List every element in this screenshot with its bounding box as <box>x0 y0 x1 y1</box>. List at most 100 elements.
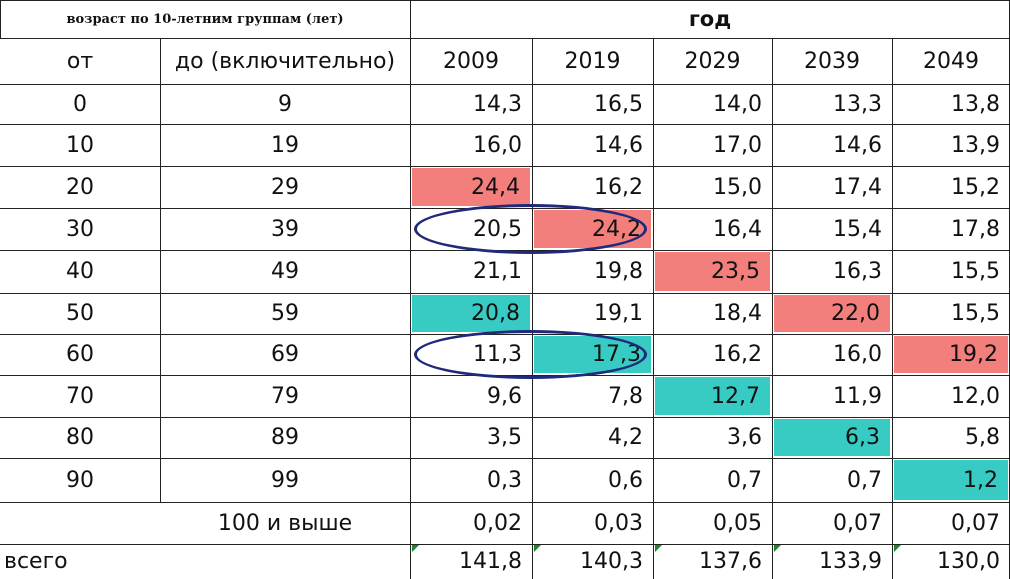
grid-line <box>0 38 1010 39</box>
age-over-100-label: 100 и выше <box>217 510 353 536</box>
grid-line <box>0 0 1010 1</box>
table-cell: 14,6 <box>833 132 882 158</box>
table-cell: 3,5 <box>487 425 522 450</box>
table-cell: 17,8 <box>951 216 1000 242</box>
grid-line <box>160 38 161 502</box>
corner-tick-icon <box>412 545 419 552</box>
age-to-cell: 59 <box>271 301 299 326</box>
age-from-cell: 70 <box>66 383 94 409</box>
year-column-header: 2009 <box>443 48 499 74</box>
table-cell: 21,1 <box>473 259 522 284</box>
year-column-header: 2029 <box>684 48 741 74</box>
age-from-cell: 50 <box>66 301 94 326</box>
table-cell: 4,2 <box>608 425 643 450</box>
table-cell: 16,0 <box>473 132 522 158</box>
total-cell: 140,3 <box>580 549 643 574</box>
corner-tick-icon <box>534 545 541 552</box>
table-cell: 15,5 <box>951 259 1000 284</box>
age-to-cell: 49 <box>271 259 299 284</box>
table-cell: 14,3 <box>473 91 522 117</box>
age-from-cell: 60 <box>66 342 94 367</box>
age-to-cell: 79 <box>271 383 299 409</box>
table-cell: 15,5 <box>951 301 1000 326</box>
grid-line <box>410 0 411 579</box>
age-from-cell: 20 <box>66 174 94 200</box>
table-cell: 0,3 <box>487 467 522 493</box>
table-cell: 0,03 <box>594 510 643 536</box>
table-cell: 12,7 <box>655 377 770 415</box>
age-to-cell: 69 <box>271 342 299 367</box>
grid-line <box>0 417 1010 418</box>
grid-line <box>0 124 1010 125</box>
table-cell: 22,0 <box>774 295 890 332</box>
highlight-ellipse <box>414 204 647 254</box>
grid-line <box>0 544 1010 545</box>
table-cell: 3,6 <box>727 425 762 450</box>
total-cell: 141,8 <box>459 549 522 574</box>
age-to-cell: 39 <box>271 216 299 242</box>
age-to-cell: 29 <box>271 174 299 200</box>
from-column-header: от <box>66 48 94 74</box>
table-cell: 18,4 <box>713 301 762 326</box>
table-cell: 0,02 <box>473 510 522 536</box>
table-cell: 0,6 <box>608 467 643 493</box>
table-cell: 7,8 <box>608 383 643 409</box>
table-cell: 19,2 <box>894 336 1008 373</box>
table-cell: 5,8 <box>965 425 1000 450</box>
table-cell: 12,0 <box>951 383 1000 409</box>
table-cell: 15,2 <box>951 174 1000 200</box>
table-cell: 16,5 <box>594 91 643 117</box>
grid-line <box>772 38 773 579</box>
corner-tick-icon <box>774 545 781 552</box>
age-from-cell: 0 <box>73 91 87 117</box>
age-from-cell: 40 <box>66 259 94 284</box>
table-cell: 15,4 <box>833 216 882 242</box>
grid-line <box>0 293 1010 294</box>
age-from-cell: 30 <box>66 216 94 242</box>
table-cell: 15,0 <box>713 174 762 200</box>
grid-line <box>0 502 1010 503</box>
grid-line <box>892 38 893 579</box>
grid-line <box>532 38 533 579</box>
grid-line <box>0 84 1010 85</box>
age-from-cell: 80 <box>66 425 94 450</box>
table-cell: 0,07 <box>833 510 882 536</box>
table-cell: 13,8 <box>951 91 1000 117</box>
table-cell: 16,2 <box>713 342 762 367</box>
table-cell: 17,0 <box>713 132 762 158</box>
table-cell: 14,6 <box>594 132 643 158</box>
age-to-cell: 89 <box>271 425 299 450</box>
age-to-cell: 99 <box>271 467 299 493</box>
table-cell: 24,4 <box>412 168 530 206</box>
year-column-header: 2039 <box>804 48 860 74</box>
table-cell: 14,0 <box>713 91 762 117</box>
grid-line <box>0 458 1010 459</box>
age-to-cell: 19 <box>271 132 299 158</box>
age-to-cell: 9 <box>278 91 292 117</box>
table-cell: 16,3 <box>833 259 882 284</box>
table-cell: 9,6 <box>487 383 522 409</box>
table-cell: 19,8 <box>594 259 643 284</box>
total-label: всего <box>4 549 68 574</box>
table-cell: 17,4 <box>833 174 882 200</box>
total-cell: 133,9 <box>819 549 882 574</box>
grid-line <box>0 0 1 38</box>
total-cell: 137,6 <box>699 549 762 574</box>
table-cell: 0,7 <box>727 467 762 493</box>
table-cell: 20,8 <box>412 295 530 332</box>
corner-tick-icon <box>894 545 901 552</box>
age-from-cell: 90 <box>66 467 94 493</box>
highlight-ellipse <box>414 330 647 379</box>
grid-line <box>0 166 1010 167</box>
table-cell: 0,07 <box>951 510 1000 536</box>
corner-tick-icon <box>655 545 662 552</box>
table-cell: 0,05 <box>713 510 762 536</box>
grid-line <box>653 38 654 579</box>
year-column-header: 2049 <box>923 48 979 74</box>
table-cell: 0,7 <box>847 467 882 493</box>
table-cell: 13,9 <box>951 132 1000 158</box>
age-group-header: возраст по 10-летним группам (лет) <box>66 11 344 27</box>
table-cell: 16,0 <box>833 342 882 367</box>
table-cell: 16,2 <box>594 174 643 200</box>
